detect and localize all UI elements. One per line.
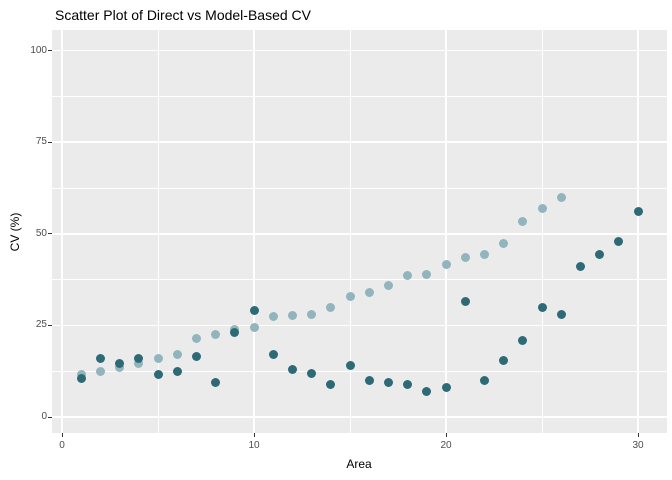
y-minor-gridline	[52, 370, 667, 372]
plot-panel	[52, 30, 667, 433]
dark-teal-series-point	[422, 386, 432, 396]
light-blue-series-point	[479, 249, 489, 259]
light-blue-series-point	[153, 353, 163, 363]
dark-teal-series-point	[518, 335, 528, 345]
x-tick-mark	[253, 433, 255, 437]
y-major-gridline	[52, 141, 667, 143]
light-blue-series-point	[249, 322, 259, 332]
y-major-gridline	[52, 233, 667, 235]
chart-title: Scatter Plot of Direct vs Model-Based CV	[55, 7, 311, 23]
y-major-gridline	[52, 49, 667, 52]
dark-teal-series-point	[307, 368, 317, 378]
x-minor-gridline	[349, 30, 351, 433]
light-blue-series-point	[345, 291, 355, 301]
dark-teal-series-point	[556, 309, 566, 319]
dark-teal-series-point	[211, 377, 221, 387]
y-tick-label: 25	[35, 319, 47, 331]
light-blue-series-point	[211, 330, 221, 340]
y-tick-mark	[48, 50, 52, 52]
x-tick-label: 30	[632, 440, 644, 451]
x-minor-gridline	[157, 30, 159, 433]
dark-teal-series-point	[115, 359, 125, 369]
x-tick-mark	[445, 433, 447, 437]
dark-teal-series-point	[364, 375, 374, 385]
light-blue-series-point	[364, 287, 374, 297]
x-tick-label: 20	[440, 440, 452, 451]
light-blue-series-point	[172, 350, 182, 360]
dark-teal-series-point	[575, 262, 585, 272]
light-blue-series-point	[537, 203, 547, 213]
dark-teal-series-point	[383, 377, 393, 387]
y-minor-gridline	[52, 279, 667, 280]
y-tick-label: 100	[30, 44, 47, 56]
dark-teal-series-point	[479, 375, 489, 385]
light-blue-series-point	[460, 253, 470, 263]
light-blue-series-point	[307, 309, 317, 319]
dark-teal-series-point	[230, 328, 240, 338]
light-blue-series-point	[518, 216, 528, 226]
light-blue-series-point	[403, 271, 413, 281]
light-blue-series-point	[441, 260, 451, 270]
y-tick-mark	[48, 324, 52, 326]
x-axis-title: Area	[346, 457, 372, 471]
y-tick-mark	[48, 416, 52, 418]
light-blue-series-point	[134, 359, 144, 369]
dark-teal-series-point	[345, 361, 355, 371]
y-tick-mark	[48, 141, 52, 143]
x-major-gridline	[61, 30, 63, 433]
y-tick-mark	[48, 233, 52, 235]
light-blue-series-point	[556, 192, 566, 202]
light-blue-series-point	[326, 302, 336, 312]
y-major-gridline	[52, 416, 667, 418]
x-tick-mark	[637, 433, 639, 437]
dark-teal-series-point	[76, 374, 86, 383]
dark-teal-series-point	[249, 306, 259, 316]
light-blue-series-point	[499, 238, 509, 248]
dark-teal-series-point	[633, 207, 643, 217]
dark-teal-series-point	[287, 364, 297, 374]
dark-teal-series-point	[191, 352, 201, 361]
dark-teal-series-point	[268, 350, 278, 360]
dark-teal-series-point	[537, 302, 547, 312]
y-minor-gridline	[52, 187, 667, 189]
x-tick-mark	[61, 433, 63, 437]
dark-teal-series-point	[153, 370, 163, 380]
y-tick-label: 50	[35, 227, 47, 239]
light-blue-series-point	[422, 269, 432, 279]
light-blue-series-point	[268, 311, 278, 321]
x-major-gridline	[445, 30, 447, 433]
dark-teal-series-point	[403, 379, 413, 389]
x-major-gridline	[637, 30, 639, 433]
dark-teal-series-point	[499, 355, 509, 365]
dark-teal-series-point	[326, 379, 336, 389]
x-major-gridline	[253, 30, 255, 433]
dark-teal-series-point	[134, 353, 144, 363]
dark-teal-series-point	[441, 383, 451, 393]
y-tick-label: 0	[41, 411, 47, 422]
x-minor-gridline	[541, 30, 543, 433]
dark-teal-series-point	[95, 353, 105, 363]
dark-teal-series-point	[172, 366, 182, 376]
dark-teal-series-point	[460, 297, 470, 307]
light-blue-series-point	[383, 280, 393, 290]
light-blue-series-point	[95, 366, 105, 376]
y-minor-gridline	[52, 96, 667, 97]
x-tick-label: 10	[248, 440, 260, 451]
dark-teal-series-point	[614, 236, 624, 246]
light-blue-series-point	[191, 333, 201, 343]
x-tick-label: 0	[59, 440, 65, 451]
y-tick-label: 75	[35, 136, 47, 148]
dark-teal-series-point	[595, 249, 605, 259]
light-blue-series-point	[287, 311, 297, 320]
y-major-gridline	[52, 324, 667, 327]
